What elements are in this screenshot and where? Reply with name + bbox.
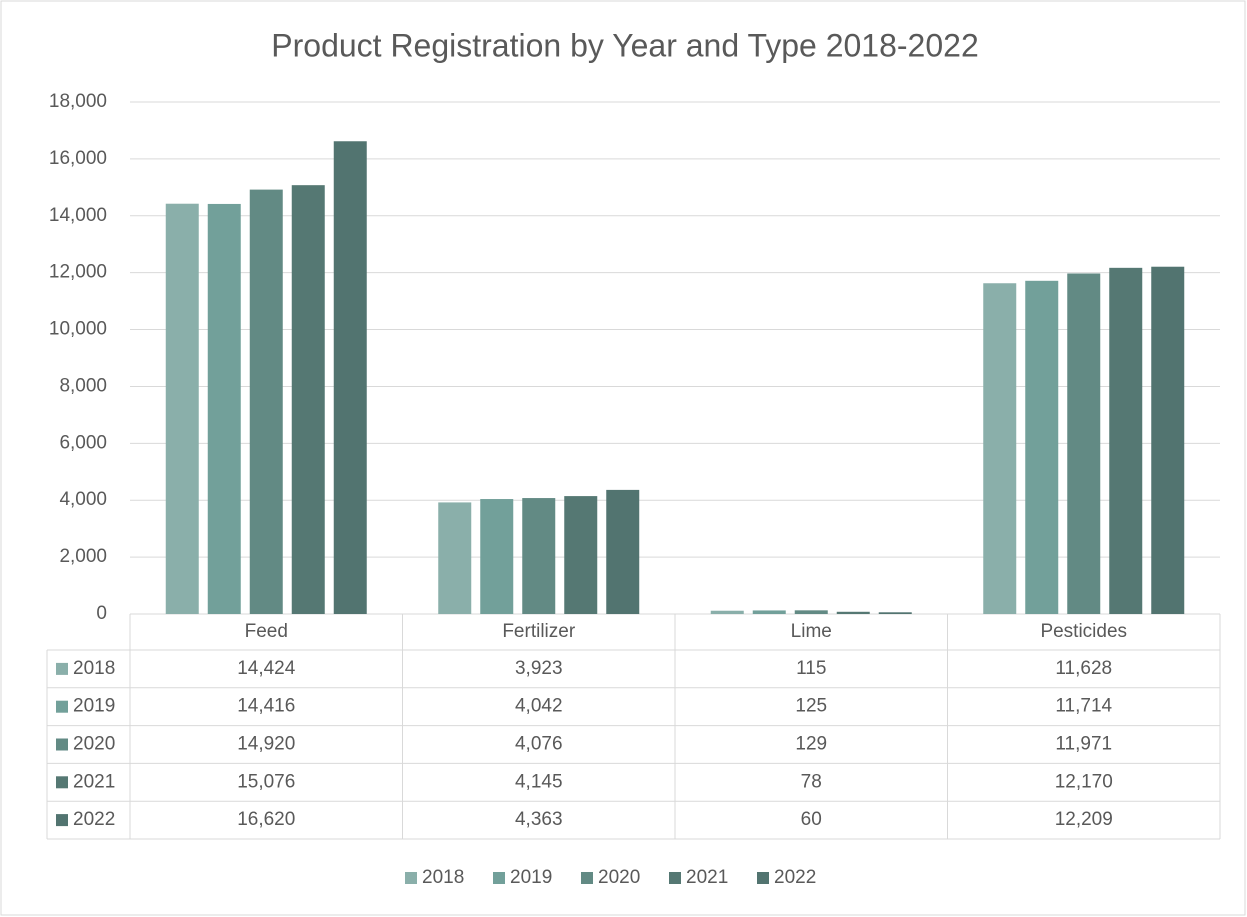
bar	[249, 189, 283, 614]
x-tick-label: Fertilizer	[502, 621, 576, 642]
legend-swatch	[493, 872, 505, 884]
bar	[333, 141, 367, 614]
y-tick-label: 18,000	[49, 91, 107, 112]
table-cell: 60	[801, 809, 822, 830]
table-cell: 14,920	[237, 734, 295, 755]
y-tick-label: 0	[96, 603, 107, 624]
table-cell: 78	[801, 771, 822, 792]
y-tick-label: 6,000	[59, 432, 107, 453]
x-tick-label: Feed	[245, 621, 288, 642]
bar	[207, 203, 241, 614]
chart-title: Product Registration by Year and Type 20…	[271, 27, 978, 63]
y-tick-label: 8,000	[59, 375, 107, 396]
bar	[1067, 273, 1101, 614]
table-legend-swatch	[56, 776, 68, 789]
bar	[606, 489, 640, 614]
bar	[710, 610, 744, 614]
table-cell: 11,971	[1055, 734, 1112, 755]
table-cell: 14,424	[237, 658, 296, 679]
table-cell: 11,714	[1055, 696, 1112, 717]
table-cell: 3,923	[515, 658, 563, 679]
y-tick-label: 14,000	[49, 205, 107, 226]
table-row-label: 2020	[73, 734, 115, 755]
table-cell: 12,209	[1055, 809, 1113, 830]
legend-label: 2020	[598, 867, 640, 888]
bar	[1109, 267, 1143, 614]
bar	[165, 203, 199, 614]
bar	[480, 499, 514, 614]
table-cell: 4,076	[515, 734, 563, 755]
table-cell: 14,416	[237, 696, 295, 717]
y-tick-label: 10,000	[49, 319, 107, 340]
table-row-label: 2018	[73, 658, 115, 679]
table-legend-swatch	[56, 814, 68, 827]
legend-swatch	[581, 872, 593, 884]
bar	[438, 502, 472, 614]
y-tick-label: 2,000	[59, 546, 107, 567]
table-cell: 4,042	[515, 696, 563, 717]
bar	[1151, 266, 1185, 614]
table-legend-swatch	[56, 700, 68, 713]
table-cell: 125	[795, 696, 827, 717]
table-row-label: 2019	[73, 696, 115, 717]
bar	[564, 496, 598, 614]
y-tick-label: 12,000	[49, 262, 107, 283]
legend-swatch	[669, 872, 681, 884]
table-cell: 11,628	[1055, 658, 1112, 679]
y-tick-label: 4,000	[59, 489, 107, 510]
table-legend-swatch	[56, 662, 68, 675]
table-cell: 12,170	[1055, 771, 1113, 792]
table-row-label: 2022	[73, 809, 115, 830]
legend-label: 2022	[774, 867, 816, 888]
table-cell: 4,363	[515, 809, 563, 830]
table-cell: 16,620	[237, 809, 295, 830]
table-legend-swatch	[56, 738, 68, 751]
bar	[522, 498, 556, 614]
table-cell: 129	[795, 734, 827, 755]
x-tick-label: Pesticides	[1040, 621, 1127, 642]
table-cell: 115	[796, 658, 826, 679]
table-row-label: 2021	[73, 771, 115, 792]
legend-swatch	[405, 872, 417, 884]
table-cell: 15,076	[237, 771, 295, 792]
table-cell: 4,145	[515, 771, 563, 792]
legend-label: 2021	[686, 867, 728, 888]
legend-label: 2019	[510, 867, 552, 888]
bar	[794, 610, 828, 614]
bar	[878, 612, 912, 614]
legend-label: 2018	[422, 867, 464, 888]
bar	[836, 611, 870, 614]
bar	[752, 610, 786, 614]
x-tick-label: Lime	[791, 621, 832, 642]
bar	[1025, 280, 1059, 614]
bar	[983, 283, 1017, 614]
legend-swatch	[757, 872, 769, 884]
bar	[291, 185, 325, 614]
y-tick-label: 16,000	[49, 148, 107, 169]
